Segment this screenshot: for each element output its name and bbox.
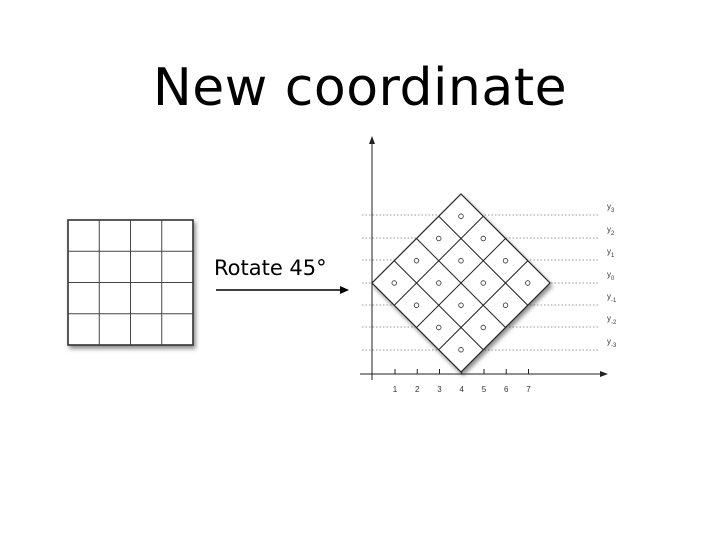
cell-center-marker [458,213,464,219]
y-label: y3 [607,202,615,214]
rotate-label: Rotate 45° [214,256,327,280]
x-tick-label: 1 [393,385,398,394]
y-label: y0 [607,270,615,282]
cell-center-marker [391,280,397,286]
x-tick-label: 4 [460,385,465,394]
cell-center-marker [436,324,442,331]
rotated-grid [371,193,551,373]
original-grid [67,219,194,346]
x-axis-arrowhead [600,371,608,377]
slide-title: New coordinate [152,58,568,118]
x-tick-label: 7 [526,385,531,394]
y-axis-arrowhead [369,136,375,144]
cell-center-marker [525,280,531,286]
cell-center-marker [458,258,464,264]
cell-center-marker [413,258,420,264]
x-tick-label: 6 [504,385,509,394]
y-axis-labels: y3 y2 y1 y0 y-1 y-2 y-3 [607,202,617,349]
cell-center-markers [391,213,531,353]
axes [360,136,608,380]
cell-center-marker [480,235,486,242]
cell-center-marker [413,302,420,308]
y-label: y1 [607,247,615,259]
y-label: y-2 [607,314,617,326]
x-tick-label: 3 [437,385,442,394]
cell-center-marker [436,280,442,286]
y-label: y-1 [607,292,617,304]
x-axis-ticks: 1 2 3 4 5 6 7 [393,369,531,394]
rotated-grid-line [438,260,529,351]
cell-center-marker [502,302,509,308]
rotate-arrow [216,286,349,294]
cell-center-marker [436,235,442,242]
rotated-grid-line [438,215,529,306]
cell-center-marker [502,258,509,264]
y-label: y2 [607,225,615,237]
cell-center-marker [480,280,486,286]
y-label: y-3 [607,337,617,349]
rotated-grid-line [416,238,506,328]
x-tick-label: 2 [415,385,420,394]
cell-center-marker [458,347,464,353]
cell-center-marker [458,302,464,308]
cell-center-marker [480,324,486,331]
x-tick-label: 5 [482,385,487,394]
